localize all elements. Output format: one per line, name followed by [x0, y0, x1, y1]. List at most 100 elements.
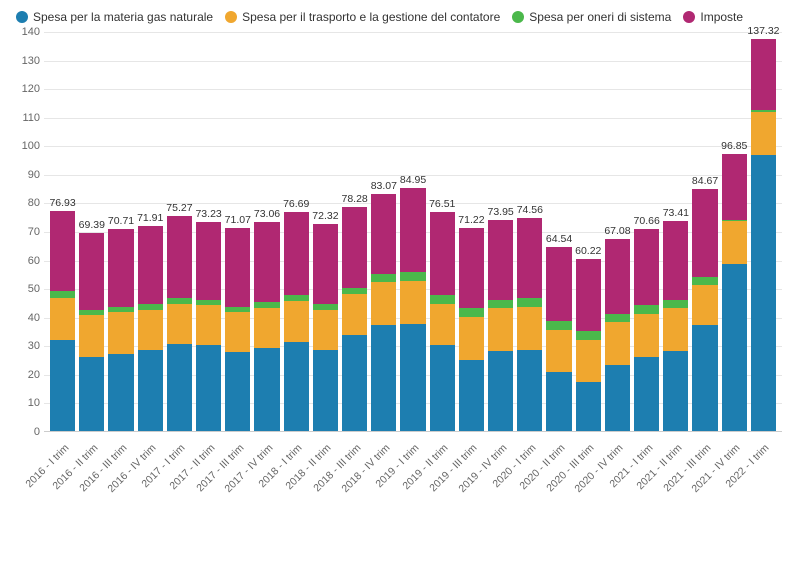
bar: 69.39 — [79, 233, 104, 431]
bar: 71.07 — [225, 228, 250, 431]
bar-segment — [254, 308, 279, 348]
bar-segment — [50, 340, 75, 431]
bar-segment — [138, 350, 163, 431]
bar-segment — [225, 228, 250, 307]
bar: 74.56 — [517, 218, 542, 431]
bar-segment — [722, 154, 747, 219]
bar: 84.67 — [692, 189, 717, 431]
bar-segment — [225, 312, 250, 352]
bar-segment — [663, 300, 688, 309]
bar-segment — [79, 315, 104, 356]
bar-segment — [430, 304, 455, 345]
bar-total-label: 69.39 — [79, 219, 105, 231]
bar-segment — [576, 340, 601, 383]
legend-label: Spesa per la materia gas naturale — [33, 10, 213, 24]
bar-total-label: 76.69 — [283, 198, 309, 210]
bar-segment — [517, 218, 542, 298]
bar-segment — [400, 188, 425, 272]
bar-segment — [605, 365, 630, 431]
bar: 64.54 — [546, 247, 571, 431]
bar-segment — [546, 330, 571, 373]
bar-segment — [313, 224, 338, 303]
bar-total-label: 73.41 — [663, 207, 689, 219]
bar-segment — [196, 305, 221, 345]
bar-segment — [400, 281, 425, 324]
bar-segment — [430, 295, 455, 304]
legend-swatch — [16, 11, 28, 23]
plot-area: 76.9369.3970.7171.9175.2773.2371.0773.06… — [44, 32, 782, 432]
bar-segment — [400, 324, 425, 431]
bar: 96.85 — [722, 154, 747, 431]
bar-segment — [342, 294, 367, 335]
bar: 71.91 — [138, 226, 163, 431]
bar-segment — [430, 345, 455, 431]
bar-segment — [371, 194, 396, 274]
y-tick-label: 140 — [10, 26, 40, 38]
bar: 70.66 — [634, 229, 659, 431]
bar: 73.06 — [254, 222, 279, 431]
bar-segment — [517, 298, 542, 307]
bar-segment — [138, 226, 163, 304]
bar-segment — [342, 335, 367, 431]
y-tick-label: 10 — [10, 397, 40, 409]
legend-label: Imposte — [700, 10, 743, 24]
bar-segment — [546, 247, 571, 321]
bar-total-label: 84.67 — [692, 175, 718, 187]
bar: 78.28 — [342, 207, 367, 431]
bar-segment — [663, 351, 688, 431]
bar-segment — [459, 228, 484, 309]
bar: 76.51 — [430, 212, 455, 431]
y-tick-label: 50 — [10, 283, 40, 295]
bar-segment — [488, 300, 513, 309]
bar-total-label: 73.06 — [254, 208, 280, 220]
y-tick-label: 130 — [10, 55, 40, 67]
bar: 137.32 — [751, 39, 776, 431]
bar-segment — [722, 221, 747, 264]
bar: 76.69 — [284, 212, 309, 431]
bar-total-label: 75.27 — [166, 202, 192, 214]
bar: 70.71 — [108, 229, 133, 431]
bar-segment — [751, 112, 776, 155]
legend-label: Spesa per oneri di sistema — [529, 10, 671, 24]
legend-item: Spesa per la materia gas naturale — [16, 10, 213, 24]
bar-segment — [79, 357, 104, 431]
bar: 71.22 — [459, 228, 484, 431]
bar: 76.93 — [50, 211, 75, 431]
bar-total-label: 76.93 — [49, 197, 75, 209]
bar-total-label: 70.71 — [108, 215, 134, 227]
bar-segment — [546, 372, 571, 431]
bar-total-label: 71.07 — [225, 214, 251, 226]
bar-segment — [663, 308, 688, 351]
bar-segment — [605, 322, 630, 365]
bar-segment — [576, 259, 601, 331]
bar-segment — [605, 239, 630, 314]
bar-segment — [138, 310, 163, 350]
bar: 72.32 — [313, 224, 338, 431]
bar-total-label: 73.23 — [195, 208, 221, 220]
bar-total-label: 76.51 — [429, 198, 455, 210]
bar-segment — [79, 233, 104, 310]
bar-segment — [254, 348, 279, 431]
bar-total-label: 67.08 — [604, 225, 630, 237]
bar-segment — [459, 308, 484, 317]
y-tick-label: 90 — [10, 169, 40, 181]
y-tick-label: 120 — [10, 83, 40, 95]
bar-segment — [605, 314, 630, 323]
bar-segment — [692, 189, 717, 277]
bar-segment — [167, 304, 192, 344]
bar-segment — [488, 308, 513, 351]
bar-total-label: 64.54 — [546, 233, 572, 245]
bars-container: 76.9369.3970.7171.9175.2773.2371.0773.06… — [44, 32, 782, 431]
bar-segment — [167, 344, 192, 431]
bar-segment — [371, 325, 396, 431]
bar-segment — [459, 360, 484, 431]
bar-segment — [459, 317, 484, 360]
bar-total-label: 60.22 — [575, 245, 601, 257]
bar-segment — [751, 155, 776, 431]
bar-segment — [371, 274, 396, 283]
legend-item: Imposte — [683, 10, 743, 24]
bar-segment — [108, 312, 133, 353]
bar-segment — [634, 357, 659, 431]
bar-segment — [342, 207, 367, 288]
bar-segment — [284, 212, 309, 295]
